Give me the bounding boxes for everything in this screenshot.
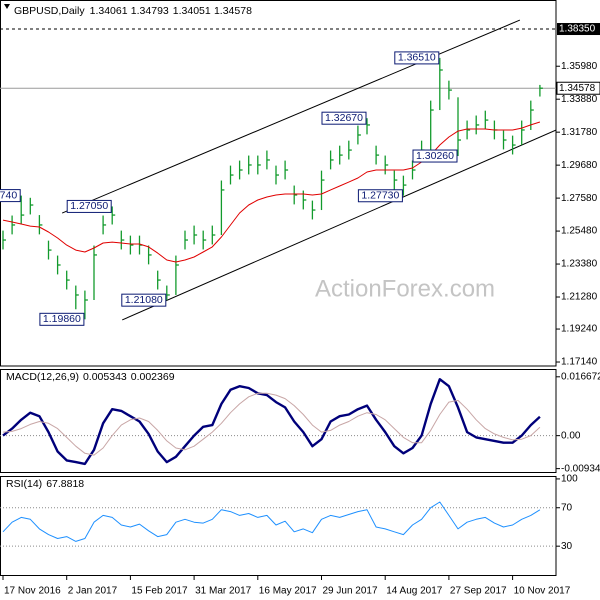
annotation-label: 1.32670: [325, 112, 363, 124]
y-tick-label: 30: [561, 541, 573, 552]
macd-header: MACD(12,26,9) 0.005343 0.002369: [6, 371, 175, 383]
annotation-label: 1.27730: [361, 190, 399, 202]
y-tick-label: 1.27580: [561, 193, 598, 204]
annotation-box: [412, 149, 458, 163]
series-line: [2, 501, 541, 542]
rsi-panel: [0, 476, 557, 576]
series-line: [2, 378, 541, 466]
high: 1.34793: [131, 5, 169, 17]
annotation-label: 1.19860: [43, 313, 81, 325]
x-tick-label: 15 Feb 2017: [131, 586, 188, 597]
annotation-label: 1.36510: [398, 52, 436, 64]
annotation-box: [0, 189, 21, 203]
macd-title: MACD(12,26,9): [6, 371, 79, 383]
price-plot: 1.27740 1.27050 1.19860 1.21080 1.32670 1.277…: [0, 19, 556, 326]
x-tick-label: 10 Nov 2017: [514, 586, 571, 597]
y-tick-label: 70: [561, 502, 573, 513]
macd-last: 0.005343: [83, 371, 127, 383]
annotation-box: [357, 189, 403, 203]
symbol: GBPUSD,Daily: [14, 5, 85, 17]
level-label: 1.38350: [559, 24, 596, 35]
annotation-label: 1.21080: [125, 294, 163, 306]
rsi-last: 67.8818: [46, 478, 84, 490]
close: 1.34578: [214, 5, 252, 17]
annotation-label: 1.30260: [416, 150, 454, 162]
y-tick-label: 1.17140: [561, 357, 598, 368]
y-tick-label: -0.009345: [561, 463, 600, 474]
y-tick-label: 1.29680: [561, 160, 598, 171]
price-label: 1.34578: [559, 83, 596, 94]
annotation-box: [321, 111, 367, 125]
header-icon: [4, 4, 10, 9]
series-line: [2, 392, 541, 456]
open: 1.34061: [90, 5, 128, 17]
y-tick-label: 0.016672: [561, 371, 600, 382]
y-tick-label: 1.23380: [561, 259, 598, 270]
x-tick-label: 17 Nov 2016: [4, 586, 61, 597]
x-tick-label: 27 Sep 2017: [450, 586, 507, 597]
x-tick-label: 29 Jun 2017: [323, 586, 378, 597]
price-header: GBPUSD,Daily 1.34061 1.34793 1.34051 1.34578: [14, 5, 252, 17]
level-box: [557, 23, 600, 36]
annotation-box: [394, 51, 440, 65]
y-tick-label: 100: [561, 474, 578, 485]
macd-panel: [0, 369, 557, 473]
signal-last: 0.002369: [131, 371, 175, 383]
x-tick-label: 16 May 2017: [259, 586, 317, 597]
annotation-box: [66, 199, 112, 213]
y-tick-label: 1.31780: [561, 127, 598, 138]
y-tick-label: 1.25480: [561, 226, 598, 237]
y-tick-label: 0.00: [561, 430, 581, 441]
watermark: ActionForex.com: [315, 275, 495, 302]
rsi-header: RSI(14) 67.8818: [6, 478, 84, 490]
y-tick-label: 1.19240: [561, 324, 598, 335]
rsi-plot: [0, 501, 556, 547]
rsi-title: RSI(14): [6, 478, 42, 490]
macd-plot: [0, 378, 556, 466]
annotation-label: 1.27740: [0, 189, 17, 201]
annotation-box: [121, 293, 167, 307]
price-box: [556, 81, 600, 95]
y-tick-label: 1.33880: [561, 94, 598, 105]
x-tick-label: 31 Mar 2017: [195, 586, 252, 597]
y-tick-label: 1.21280: [561, 292, 598, 303]
x-tick-label: 2 Jan 2017: [68, 586, 118, 597]
trendline: [61, 19, 521, 214]
y-tick-label: 1.35980: [561, 61, 598, 72]
x-tick-label: 14 Aug 2017: [386, 586, 443, 597]
annotation-box: [39, 312, 85, 326]
trendline: [122, 129, 556, 321]
annotation-label: 1.27050: [70, 200, 108, 212]
price-panel: [0, 0, 557, 367]
low: 1.34051: [173, 5, 211, 17]
moving-average: [2, 121, 541, 263]
